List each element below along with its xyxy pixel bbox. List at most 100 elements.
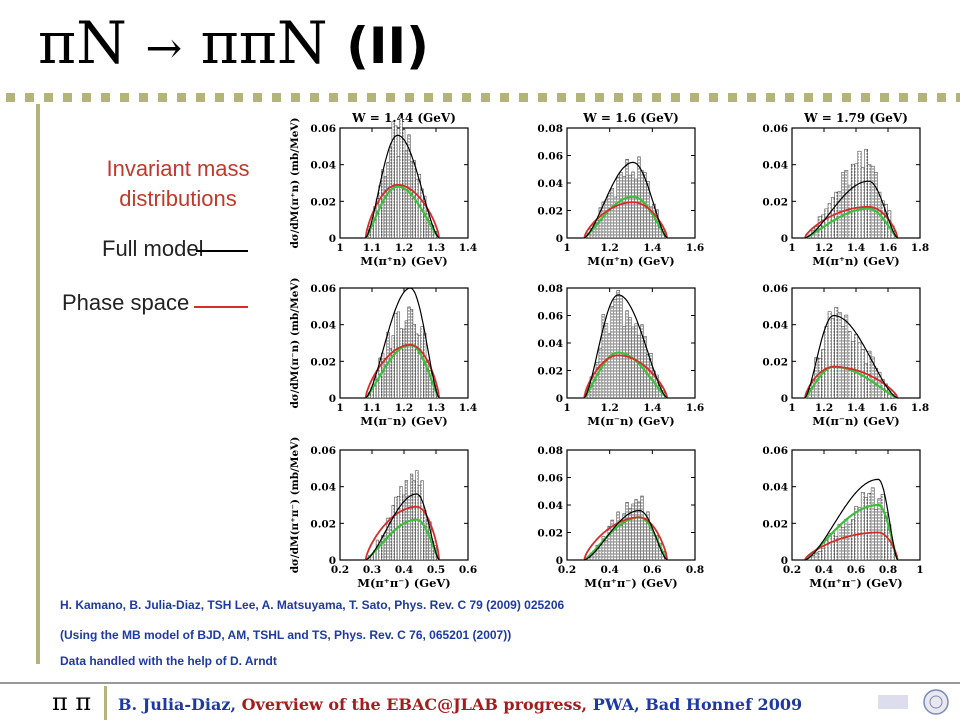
histogram-bar: [608, 526, 611, 560]
divider-dot: [272, 93, 281, 102]
x-tick-label: 1.6: [686, 242, 704, 254]
divider-dot: [101, 93, 110, 102]
x-tick-label: 1.6: [686, 402, 704, 414]
x-tick-label: 0.4: [601, 564, 619, 576]
x-tick-label: 1: [336, 402, 343, 414]
divider-dot: [120, 93, 129, 102]
histogram-bar: [629, 509, 632, 560]
y-tick-label: 0.02: [762, 518, 788, 530]
divider-dot: [614, 93, 623, 102]
x-tick-label: 1.2: [601, 402, 619, 414]
histogram-bar: [421, 327, 424, 398]
x-tick-label: 1: [788, 242, 795, 254]
divider-dot: [329, 93, 338, 102]
histogram-bar: [855, 164, 858, 238]
slide-title: πN → ππN (II): [38, 14, 429, 72]
histogram-bar: [835, 308, 838, 398]
divider-dot: [956, 93, 960, 102]
footer-divider: [104, 686, 107, 720]
histogram-bar: [423, 510, 426, 560]
y-tick-label: 0: [556, 233, 563, 245]
y-tick-label: 0.02: [762, 196, 788, 208]
histogram-bar: [838, 312, 841, 398]
divider-dot: [63, 93, 72, 102]
histogram-bar: [620, 526, 623, 560]
divider-dot: [405, 93, 414, 102]
x-tick-label: 1.2: [815, 242, 833, 254]
divider-dot: [880, 93, 889, 102]
histogram-bar: [608, 334, 611, 398]
histogram-bar: [410, 309, 413, 398]
x-tick-label: 1.4: [459, 242, 477, 254]
histogram-bar: [389, 349, 392, 398]
divider-dot: [538, 93, 547, 102]
divider-dot: [196, 93, 205, 102]
x-tick-label: 1: [563, 242, 570, 254]
histogram-bar: [831, 197, 834, 238]
y-axis-label: dσ/dM(π⁺n) (mb/MeV): [289, 117, 301, 248]
y-tick-label: 0.08: [537, 283, 563, 295]
x-tick-label: 1.4: [847, 402, 865, 414]
divider-dot: [443, 93, 452, 102]
y-tick-label: 0.06: [762, 283, 788, 295]
histogram-bar: [617, 177, 620, 238]
histogram-bar: [815, 553, 818, 560]
histogram-bar: [831, 533, 834, 560]
footer-author: B. Julia-Diaz,: [118, 695, 236, 714]
x-axis-label: M(π⁻n) (GeV): [587, 414, 674, 428]
y-tick-label: 0.06: [762, 445, 788, 457]
histogram-bar: [400, 329, 403, 398]
full-model-label: Full model: [102, 236, 203, 262]
histogram-bar: [418, 335, 421, 398]
x-tick-label: 1.2: [815, 402, 833, 414]
histogram-bar: [831, 318, 834, 398]
histogram-bar: [632, 172, 635, 238]
divider-dot: [785, 93, 794, 102]
divider-dot: [291, 93, 300, 102]
histogram-bar: [402, 329, 405, 398]
x-axis-label: M(π⁺n) (GeV): [812, 254, 899, 268]
x-tick-label: 1.1: [363, 242, 381, 254]
y-tick-label: 0.02: [537, 206, 563, 218]
x-tick-label: 1.4: [643, 242, 661, 254]
y-tick-label: 0.06: [762, 123, 788, 135]
histogram-bar: [376, 371, 379, 398]
x-tick-label: 1.3: [427, 242, 445, 254]
phase-space-label: Phase space: [62, 290, 189, 316]
histogram-bar: [611, 307, 614, 398]
divider-dot: [671, 93, 680, 102]
x-axis-label: M(π⁺π⁻) (GeV): [584, 576, 678, 590]
histogram-bar: [611, 188, 614, 238]
divider-dot: [44, 93, 53, 102]
histogram-bar: [878, 499, 881, 560]
histogram-bar: [649, 528, 652, 560]
x-tick-label: 1: [336, 242, 343, 254]
histogram-bar: [825, 327, 828, 398]
histogram-bar: [402, 130, 405, 238]
y-tick-label: 0: [781, 233, 788, 245]
x-tick-label: 0.2: [331, 564, 349, 576]
histogram-bar: [397, 312, 400, 398]
y-tick-label: 0.06: [537, 311, 563, 323]
x-tick-label: 1.6: [879, 242, 897, 254]
divider-dot: [500, 93, 509, 102]
histogram-bar: [845, 315, 848, 398]
histogram-bar: [408, 496, 411, 560]
y-tick-label: 0.02: [537, 528, 563, 540]
histogram-bar: [855, 506, 858, 560]
panel-title: W = 1.6 (GeV): [582, 111, 679, 125]
phase-space-swatch: [194, 306, 248, 308]
y-tick-label: 0.06: [310, 283, 336, 295]
histogram-bar: [632, 327, 635, 398]
histogram-bar: [605, 200, 608, 238]
histogram-bar: [881, 494, 884, 560]
divider-dot: [633, 93, 642, 102]
y-tick-label: 0.06: [310, 445, 336, 457]
x-tick-label: 1: [563, 402, 570, 414]
x-tick-label: 0.6: [459, 564, 477, 576]
histogram-bar: [845, 519, 848, 560]
divider-dot: [766, 93, 775, 102]
